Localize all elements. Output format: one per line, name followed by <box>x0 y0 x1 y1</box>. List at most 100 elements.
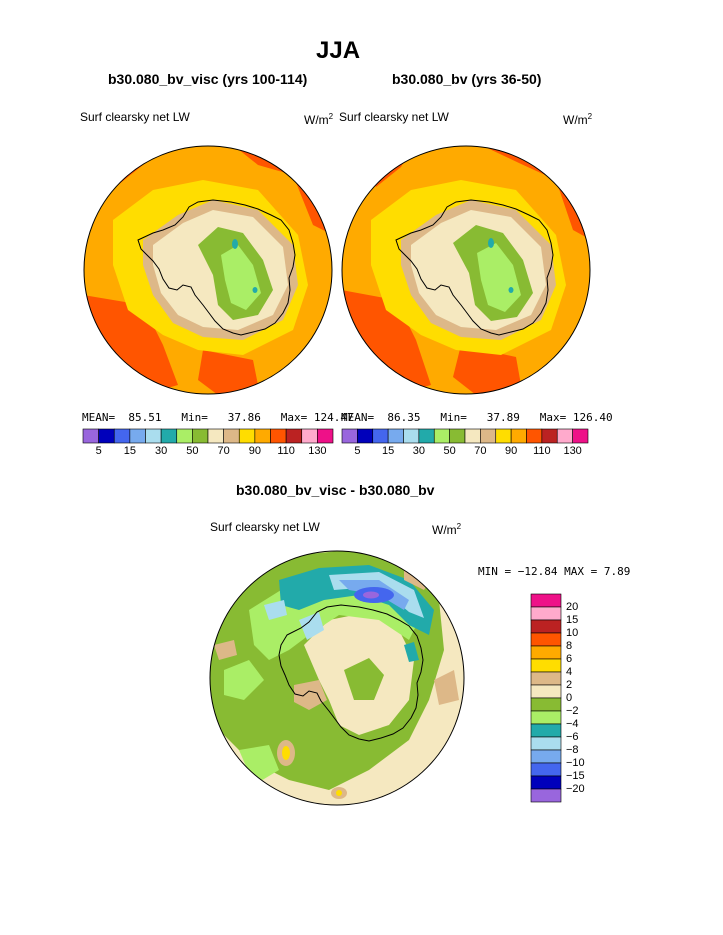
colorbar-tick-label: 15 <box>382 445 395 457</box>
right-stats: MEAN= 86.35 Min= 37.89 Max= 126.40 <box>341 411 613 424</box>
colorbar-swatch <box>341 428 358 444</box>
antarctica-outline <box>278 604 424 742</box>
colorbar-tick-label: −6 <box>566 731 579 743</box>
diff-polar-map <box>209 550 465 806</box>
colorbar-swatch <box>530 593 562 608</box>
colorbar-tick-label: 70 <box>217 445 230 457</box>
colorbar-swatch <box>530 710 562 725</box>
left-colorbar <box>82 428 334 444</box>
colorbar-tick-label: −8 <box>566 744 579 756</box>
left-field-label: Surf clearsky net LW <box>80 110 190 124</box>
colorbar-tick-label: 130 <box>563 445 582 457</box>
right-colorbar <box>341 428 589 444</box>
map-boundary <box>209 550 465 806</box>
map-fill-tan <box>434 670 459 705</box>
colorbar-swatch <box>403 428 420 444</box>
colorbar-swatch <box>510 428 527 444</box>
right-panel-heading: b30.080_bv (yrs 36-50) <box>392 71 542 87</box>
colorbar-swatch <box>285 428 303 444</box>
colorbar-swatch <box>223 428 240 444</box>
colorbar-swatch <box>464 428 481 444</box>
colorbar-tick-label: −2 <box>566 705 579 717</box>
colorbar-swatch <box>530 619 562 634</box>
colorbar-tick-label: 15 <box>123 445 136 457</box>
colorbar-swatch <box>530 736 562 751</box>
map-fill-teal <box>488 238 494 248</box>
diff-field-label: Surf clearsky net LW <box>210 520 320 534</box>
map-boundary <box>83 145 333 395</box>
colorbar-tick-label: −10 <box>566 757 585 769</box>
colorbar-swatch <box>530 723 562 738</box>
colorbar-swatch <box>541 428 558 444</box>
colorbar-tick-label: 4 <box>566 666 573 678</box>
map-fill-purple <box>363 591 379 599</box>
colorbar-swatch <box>572 428 589 444</box>
map-fill-redorange <box>198 350 258 394</box>
left-units: W/m2 <box>304 112 334 127</box>
colorbar-tick-label: 90 <box>505 445 518 457</box>
colorbar-swatch <box>530 645 562 660</box>
colorbar-swatch <box>145 428 162 444</box>
map-fill-redorange <box>453 345 521 394</box>
colorbar-swatch <box>160 428 178 444</box>
colorbar-tick-label: 70 <box>474 445 487 457</box>
colorbar-tick-label: 15 <box>566 614 579 626</box>
map-fill-tan <box>294 680 327 710</box>
colorbar-swatch <box>449 428 466 444</box>
colorbar-swatch <box>530 775 562 790</box>
colorbar-swatch <box>192 428 209 444</box>
colorbar-swatch <box>176 428 193 444</box>
colorbar-tick-label: 30 <box>412 445 425 457</box>
diff-panel-heading: b30.080_bv_visc - b30.080_bv <box>236 482 435 498</box>
colorbar-tick-label: 20 <box>566 601 579 613</box>
colorbar-tick-label: 6 <box>566 653 573 665</box>
diff-minmax: MIN = −12.84 MAX = 7.89 <box>478 565 631 578</box>
right-field-label: Surf clearsky net LW <box>339 110 449 124</box>
right-colorbar-ticks: 5 15 30 50 70 90 110 130 <box>342 445 588 461</box>
colorbar-swatch <box>418 428 435 444</box>
map-fill-tan <box>214 640 237 660</box>
antarctica-outline <box>395 199 554 336</box>
map-fill-teal <box>508 287 514 293</box>
colorbar-tick-label: 90 <box>248 445 261 457</box>
colorbar-swatch <box>433 428 450 444</box>
colorbar-swatch <box>526 428 543 444</box>
map-fill-lightgreen <box>477 243 521 312</box>
colorbar-tick-label: 10 <box>566 627 579 639</box>
diff-colorbar-ticks: 20 15 10 8 6 4 2 0 −2 −4 −6 −8 −10 −15 −20 <box>566 594 616 802</box>
colorbar-swatch <box>270 428 287 444</box>
colorbar-tick-label: 110 <box>277 445 295 457</box>
map-fill-lightgreen <box>239 745 279 785</box>
colorbar-tick-label: 0 <box>566 692 573 704</box>
map-fill-paleblue <box>264 600 287 620</box>
colorbar-swatch <box>530 658 562 673</box>
left-colorbar-ticks: 5 15 30 50 70 90 110 130 <box>83 445 333 461</box>
colorbar-swatch <box>530 749 562 764</box>
colorbar-swatch <box>530 762 562 777</box>
colorbar-swatch <box>113 428 131 444</box>
left-stats: MEAN= 85.51 Min= 37.86 Max= 124.47 <box>82 411 354 424</box>
colorbar-swatch <box>530 697 562 712</box>
colorbar-swatch <box>98 428 115 444</box>
colorbar-swatch <box>129 428 146 444</box>
colorbar-tick-label: 50 <box>186 445 199 457</box>
right-units: W/m2 <box>563 112 593 127</box>
colorbar-swatch <box>480 428 497 444</box>
map-fill-yellow <box>282 746 290 760</box>
colorbar-swatch <box>530 606 562 621</box>
map-fill-teal <box>232 239 238 249</box>
right-polar-map <box>341 145 591 395</box>
colorbar-swatch <box>530 788 562 803</box>
colorbar-swatch <box>207 428 224 444</box>
colorbar-tick-label: 110 <box>533 445 551 457</box>
colorbar-tick-label: 2 <box>566 679 573 691</box>
colorbar-tick-label: 50 <box>443 445 456 457</box>
map-fill-lightblue <box>339 580 409 610</box>
colorbar-swatch <box>372 428 389 444</box>
map-boundary <box>341 145 591 395</box>
colorbar-tick-label: −15 <box>566 770 585 782</box>
map-fill-teal <box>404 642 419 662</box>
colorbar-tick-label: 30 <box>155 445 168 457</box>
colorbar-swatch <box>82 428 99 444</box>
colorbar-tick-label: 5 <box>95 445 102 457</box>
